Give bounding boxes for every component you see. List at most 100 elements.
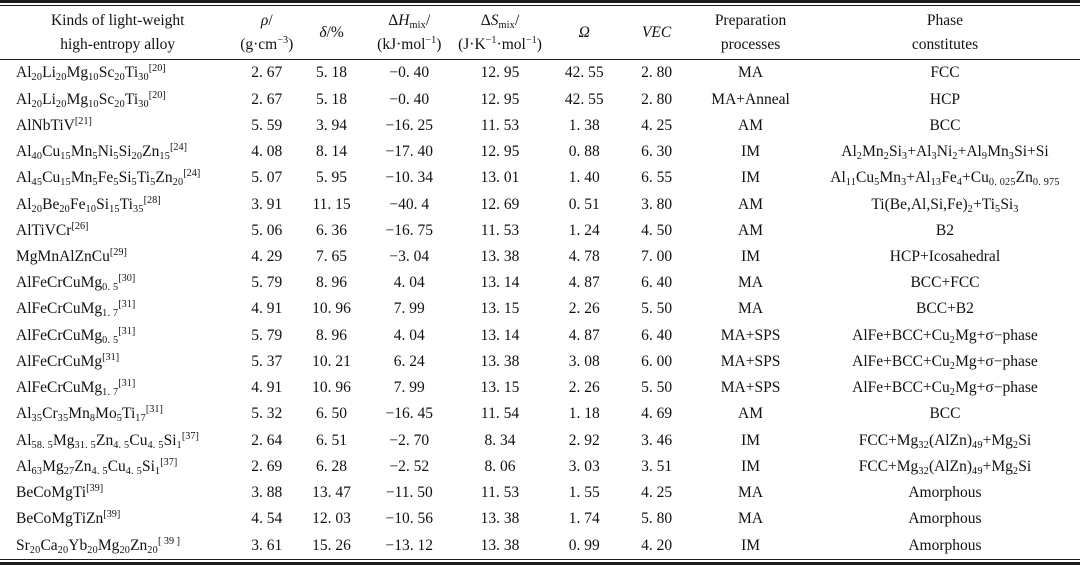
cell-preparation: IM: [741, 457, 761, 475]
cell-preparation: MA: [738, 274, 764, 292]
table-header: Kinds of light-weight high-entropy alloy…: [0, 5, 1080, 60]
cell-phase: FCC+Mg32(AlZn)49+Mg2Si: [858, 431, 1032, 451]
cell-enthalpy: −2. 70: [389, 431, 430, 449]
cell-preparation: MA+SPS: [720, 326, 781, 344]
cell-delta: 5. 18: [316, 90, 348, 108]
cell-preparation: MA: [738, 484, 764, 502]
cell-enthalpy: −3. 04: [389, 247, 430, 265]
cell-delta: 6. 36: [316, 221, 348, 239]
cell-vec: 4. 50: [641, 221, 673, 239]
cell-vec: 3. 51: [641, 457, 673, 475]
cell-entropy: 12. 95: [480, 143, 520, 161]
cell-preparation: MA: [738, 510, 764, 528]
header-omega: Ω: [546, 5, 623, 60]
cell-omega: 1. 24: [568, 221, 600, 239]
cell-density: 4. 91: [251, 300, 283, 318]
cell-phase: HCP: [929, 90, 961, 108]
cell-density: 5. 07: [251, 169, 283, 187]
cell-phase: AlFe+BCC+Cu2Mg+σ−phase: [852, 352, 1038, 372]
header-vec: VEC: [622, 5, 692, 60]
cell-vec: 4. 69: [641, 405, 673, 423]
cell-delta: 3. 94: [316, 116, 348, 134]
cell-density: 5. 06: [251, 221, 283, 239]
cell-preparation: IM: [741, 169, 761, 187]
cell-density: 4. 08: [251, 143, 283, 161]
cell-phase: AlFe+BCC+Cu2Mg+σ−phase: [852, 379, 1038, 399]
cell-density: 4. 54: [251, 510, 283, 528]
cell-alloy: Al58. 5Mg31. 5Zn4. 5Cu4. 5Si1[37]: [16, 430, 199, 451]
cell-entropy: 11. 53: [480, 116, 520, 134]
cell-vec: 7. 00: [641, 247, 673, 265]
cell-alloy: AlFeCrCuMg0. 5[31]: [16, 325, 136, 346]
table-row: AlFeCrCuMg1. 7[31] 4. 91 10. 96 7. 99 13. 15…: [0, 375, 1080, 401]
cell-entropy: 12. 95: [480, 64, 520, 82]
cell-phase: B2: [935, 221, 955, 239]
cell-alloy: AlTiVCr[26]: [16, 220, 89, 239]
cell-vec: 6. 30: [641, 143, 673, 161]
cell-delta: 10. 96: [312, 379, 351, 397]
cell-enthalpy: −10. 34: [385, 169, 434, 187]
cell-phase: Ti(Be,Al,Si,Fe)2+Ti5Si3: [871, 195, 1019, 215]
table-row: Al35Cr35Mn8Mo5Ti17[31] 5. 32 6. 50 −16. 45 1…: [0, 401, 1080, 427]
cell-enthalpy: 4. 04: [393, 274, 425, 292]
cell-vec: 4. 25: [641, 484, 673, 502]
cell-vec: 4. 20: [641, 536, 673, 554]
cell-omega: 4. 78: [568, 247, 600, 265]
cell-density: 5. 37: [251, 352, 283, 370]
cell-delta: 8. 96: [316, 326, 348, 344]
cell-phase: FCC+Mg32(AlZn)49+Mg2Si: [858, 457, 1032, 477]
cell-enthalpy: −40. 4: [389, 195, 430, 213]
cell-omega: 4. 87: [568, 274, 600, 292]
alloy-properties-table: Kinds of light-weight high-entropy alloy…: [0, 5, 1080, 560]
cell-alloy: AlFeCrCuMg0. 5[30]: [16, 273, 136, 294]
table-row: AlFeCrCuMg0. 5[30] 5. 79 8. 96 4. 04 13. 14 4…: [0, 270, 1080, 296]
table-row: AlFeCrCuMg0. 5[31] 5. 79 8. 96 4. 04 13. 14 4…: [0, 323, 1080, 349]
table-row: AlNbTiV[21] 5. 59 3. 94 −16. 25 11. 53 1. 38 4…: [0, 113, 1080, 139]
cell-vec: 2. 80: [641, 64, 673, 82]
cell-preparation: AM: [738, 195, 764, 213]
cell-entropy: 13. 38: [480, 247, 520, 265]
table-row: Al58. 5Mg31. 5Zn4. 5Cu4. 5Si1[37] 2. 64 6.…: [0, 428, 1080, 454]
cell-vec: 5. 50: [641, 300, 673, 318]
cell-omega: 3. 08: [568, 352, 600, 370]
header-density: ρ/ (g·cm−3): [235, 5, 299, 60]
cell-omega: 4. 87: [568, 326, 600, 344]
cell-delta: 6. 50: [316, 405, 348, 423]
cell-delta: 10. 21: [312, 352, 351, 370]
cell-preparation: MA+SPS: [720, 379, 781, 397]
cell-preparation: AM: [738, 116, 764, 134]
cell-entropy: 11. 54: [480, 405, 520, 423]
cell-phase: Al2Mn2Si3+Al3Ni2+Al9Mn3Si+Si: [841, 143, 1049, 163]
table-row: AlFeCrCuMg[31] 5. 37 10. 21 6. 24 13. 38 3. 0…: [0, 349, 1080, 375]
cell-delta: 11. 15: [312, 195, 351, 213]
cell-vec: 5. 50: [641, 379, 673, 397]
cell-entropy: 13. 15: [480, 300, 520, 318]
cell-vec: 6. 00: [641, 352, 673, 370]
cell-alloy: Al35Cr35Mn8Mo5Ti17[31]: [16, 404, 163, 425]
cell-entropy: 13. 15: [480, 379, 520, 397]
header-line: Kinds of light-weight: [50, 12, 185, 30]
table-row: AlTiVCr[26] 5. 06 6. 36 −16. 75 11. 53 1. 24 4…: [0, 218, 1080, 244]
cell-entropy: 13. 14: [480, 274, 520, 292]
cell-enthalpy: −16. 75: [385, 221, 434, 239]
cell-preparation: AM: [738, 221, 764, 239]
header-line: high-entropy alloy: [60, 35, 176, 53]
cell-phase: Amorphous: [908, 484, 982, 502]
cell-enthalpy: −13. 12: [385, 536, 434, 554]
cell-entropy: 13. 01: [480, 169, 520, 187]
table-row: Al40Cu15Mn5Ni5Si20Zn15[24] 4. 08 8. 14 −17.…: [0, 139, 1080, 165]
cell-entropy: 13. 38: [480, 536, 520, 554]
cell-preparation: IM: [741, 143, 761, 161]
cell-enthalpy: −16. 25: [385, 116, 434, 134]
cell-delta: 13. 47: [312, 484, 351, 502]
cell-omega: 1. 18: [568, 405, 600, 423]
cell-enthalpy: −16. 45: [385, 405, 434, 423]
cell-entropy: 12. 95: [480, 90, 520, 108]
header-preparation: Preparation processes: [691, 5, 810, 60]
cell-omega: 0. 88: [568, 143, 600, 161]
cell-alloy: Al20Be20Fe10Si15Ti35[28]: [16, 194, 161, 215]
cell-alloy: Al63Mg27Zn4. 5Cu4. 5Si1[37]: [16, 456, 178, 477]
cell-vec: 6. 55: [641, 169, 673, 187]
cell-alloy: Al20Li20Mg10Sc20Ti30[20]: [16, 63, 166, 84]
